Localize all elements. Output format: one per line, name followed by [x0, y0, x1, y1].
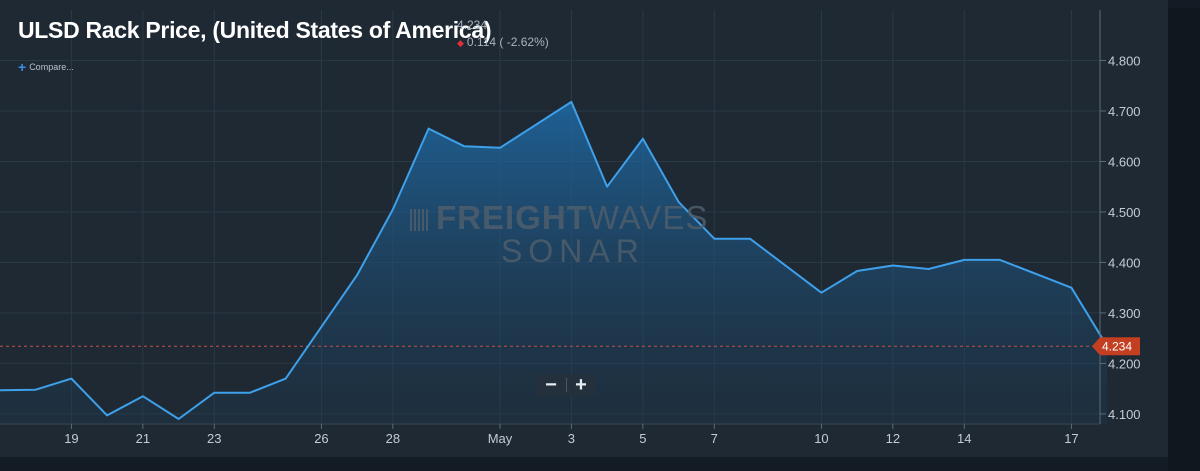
x-tick-label: 19: [64, 431, 78, 446]
x-tick-label: 3: [568, 431, 575, 446]
y-tick-label: 4.800: [1108, 53, 1141, 68]
price-change-text: 0.114 ( -2.62%): [466, 35, 549, 49]
last-value: 4.234: [457, 18, 488, 32]
x-tick-label: 28: [386, 431, 400, 446]
y-tick-label: 4.500: [1108, 205, 1141, 220]
zoom-out-button[interactable]: −: [545, 374, 557, 396]
x-tick-label: 14: [957, 431, 971, 446]
down-arrow-icon: ◆: [457, 38, 464, 48]
watermark-bold-text: FREIGHT: [436, 199, 588, 236]
chart-title: ULSD Rack Price, (United States of Ameri…: [18, 17, 492, 43]
right-edge-strip: [1168, 8, 1200, 471]
zoom-divider: [566, 378, 567, 392]
x-tick-label: 17: [1064, 431, 1078, 446]
x-tick-label: 10: [814, 431, 828, 446]
watermark-sonar: SONAR: [501, 233, 645, 269]
compare-label: Compare...: [29, 62, 74, 72]
compare-button[interactable]: + Compare...: [18, 59, 74, 75]
zoom-controls: − +: [536, 374, 596, 396]
x-tick-label: 12: [886, 431, 900, 446]
y-tick-label: 4.300: [1108, 306, 1141, 321]
y-tick-label: 4.400: [1108, 255, 1141, 270]
freightwaves-logo-icon: [410, 209, 428, 231]
x-tick-label: 7: [711, 431, 718, 446]
x-tick-label: 26: [314, 431, 328, 446]
y-tick-label: 4.600: [1108, 154, 1141, 169]
y-tick-label: 4.100: [1108, 407, 1141, 422]
current-price-tag: [1092, 337, 1140, 356]
x-tick-label: 5: [639, 431, 646, 446]
chart-canvas: 4.100 4.200 4.300 4.400 4.500 4.600 4.700 4.800…: [0, 10, 1141, 446]
x-tick-label: 23: [207, 431, 221, 446]
series-line: [0, 100, 1108, 420]
zoom-in-button[interactable]: +: [575, 374, 587, 396]
plus-icon: +: [18, 59, 27, 75]
price-change: ◆ 0.114 ( -2.62%): [457, 35, 549, 49]
current-price-tag-text: 4.234: [1102, 340, 1132, 354]
y-tick-label: 4.700: [1108, 104, 1141, 119]
x-tick-label: 21: [136, 431, 150, 446]
x-tick-label: May: [488, 431, 513, 446]
y-tick-label: 4.200: [1108, 356, 1141, 371]
watermark-freightwaves: FREIGHTWAVES: [410, 199, 708, 237]
series-area: [0, 101, 1108, 425]
watermark-thin-text: WAVES: [587, 199, 709, 236]
